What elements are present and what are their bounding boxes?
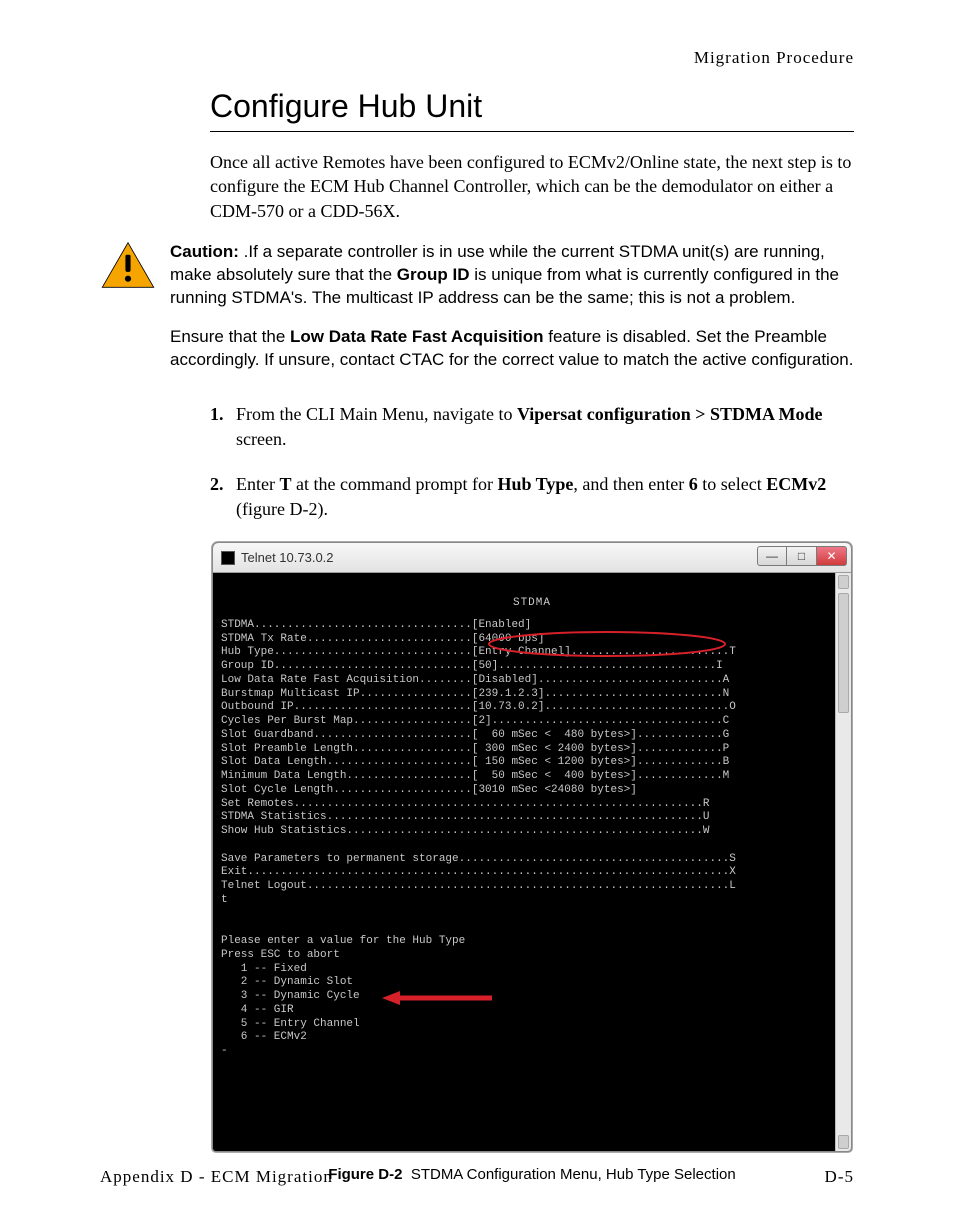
step1-text-a: From the CLI Main Menu, navigate to [236, 404, 517, 424]
step-1: From the CLI Main Menu, navigate to Vipe… [210, 402, 854, 452]
caution-paragraph-1: Caution: .If a separate controller is in… [170, 241, 854, 310]
terminal-app-icon [221, 551, 235, 565]
step2-f: (figure D-2). [236, 499, 328, 519]
caution-p1-bold: Group ID [397, 265, 470, 284]
step2-b3: 6 [689, 474, 698, 494]
terminal-screen-title: STDMA [221, 597, 843, 611]
step2-a: Enter [236, 474, 279, 494]
window-maximize-button[interactable]: □ [787, 546, 817, 566]
scrollbar-down-button[interactable] [838, 1135, 849, 1149]
step2-c: at the command prompt for [292, 474, 498, 494]
caution-paragraph-2: Ensure that the Low Data Rate Fast Acqui… [170, 326, 854, 372]
scrollbar-thumb[interactable] [838, 593, 849, 713]
step2-b2: Hub Type [497, 474, 573, 494]
window-minimize-button[interactable]: — [757, 546, 787, 566]
step2-e: to select [698, 474, 766, 494]
title-rule [210, 131, 854, 132]
terminal-scrollbar[interactable] [835, 573, 851, 1151]
window-close-button[interactable]: ✕ [817, 546, 847, 566]
terminal-window: Telnet 10.73.0.2 — □ ✕ STDMA STDMA.......… [212, 542, 852, 1152]
step2-b1: T [279, 474, 291, 494]
step-2: Enter T at the command prompt for Hub Ty… [210, 472, 854, 522]
step1-bold: Vipersat configuration > STDMA Mode [517, 404, 823, 424]
footer-left: Appendix D - ECM Migration [100, 1167, 333, 1187]
page-title: Configure Hub Unit [210, 88, 854, 125]
step2-d: , and then enter [573, 474, 688, 494]
terminal-text: STDMA.................................[E… [221, 619, 736, 1057]
scrollbar-up-button[interactable] [838, 575, 849, 589]
running-header: Migration Procedure [100, 48, 854, 68]
terminal-body[interactable]: STDMA STDMA..............................… [213, 573, 851, 1151]
caution-icon [100, 241, 156, 388]
terminal-titlebar[interactable]: Telnet 10.73.0.2 — □ ✕ [213, 543, 851, 573]
caution-label: Caution: [170, 242, 239, 261]
caution-p2-bold: Low Data Rate Fast Acquisition [290, 327, 543, 346]
caution-p2-a: Ensure that the [170, 327, 290, 346]
footer-right: D-5 [825, 1167, 854, 1187]
terminal-title: Telnet 10.73.0.2 [241, 550, 334, 565]
step1-text-b: screen. [236, 429, 286, 449]
intro-paragraph: Once all active Remotes have been config… [210, 150, 854, 223]
step2-b4: ECMv2 [766, 474, 826, 494]
